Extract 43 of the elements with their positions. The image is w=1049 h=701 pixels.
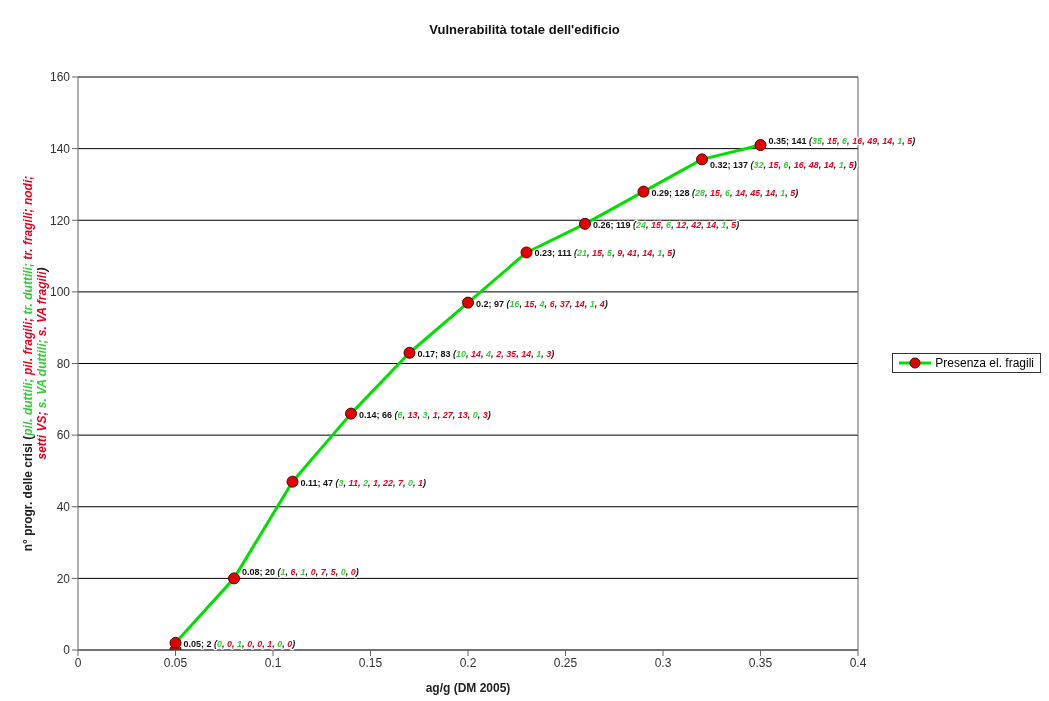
x-tick-label: 0.1: [264, 655, 282, 670]
chart-title: Vulnerabilità totale dell'edificio: [428, 22, 621, 37]
y-tick-label: 0: [63, 643, 71, 658]
text: 0.29; 128 (28, 15, 6, 14, 45, 14, 1, 5): [651, 187, 799, 198]
text: 0.32; 137 (32, 15, 6, 16, 48, 14, 1, 5): [710, 160, 857, 171]
y-tick-label: 20: [56, 571, 71, 586]
y-tick-label: 120: [49, 213, 71, 228]
y-tick-label: 100: [49, 285, 71, 300]
text: 0.08; 20 (1, 6, 1, 0, 7, 5, 0, 0): [242, 567, 359, 578]
point: [637, 185, 650, 198]
text: 0.14; 66 (6, 13, 3, 1, 27, 13, 0, 3): [359, 409, 491, 420]
y-tick-label: 40: [56, 500, 71, 515]
point: [169, 636, 182, 649]
point: [520, 246, 533, 259]
legend-label: Presenza el. fragili: [935, 356, 1034, 370]
point: [754, 139, 767, 152]
y-tick-label: 60: [56, 428, 71, 443]
y-tick-label: 80: [56, 356, 71, 371]
text: 0.17; 83 (10, 14, 4, 2, 35, 14, 1, 3): [417, 348, 555, 359]
text: 0.35; 141 (35, 15, 6, 16, 49, 14, 1, 5): [768, 136, 916, 147]
x-tick-label: 0.15: [358, 655, 383, 670]
x-tick-label: 0.4: [849, 655, 867, 670]
x-tick-label: 0.05: [163, 655, 188, 670]
point: [462, 296, 474, 309]
point: [579, 217, 591, 230]
y-tick-label: 140: [49, 141, 71, 156]
text: 0.11; 47 (3, 11, 2, 1, 22, 7, 0, 1): [300, 477, 427, 488]
text: 0.05; 2 (0, 0, 1, 0, 0, 1, 0, 0): [183, 638, 296, 649]
point: [403, 346, 416, 359]
x-tick-label: 0.25: [553, 655, 578, 670]
text: 0.23; 111 (21, 15, 5, 9, 41, 14, 1, 5): [534, 248, 676, 259]
x-tick-label: 0.35: [748, 655, 773, 670]
text: 0.26; 119 (24, 15, 6, 12, 42, 14, 1, 5): [593, 219, 740, 230]
x-tick-label: 0.3: [654, 655, 672, 670]
point: [696, 153, 708, 166]
y-tick-label: 160: [49, 70, 71, 85]
point: [286, 475, 299, 488]
x-tick-label: 0.2: [459, 655, 477, 670]
point: [345, 407, 357, 420]
point: [228, 572, 240, 585]
x-axis-title: ag/g (DM 2005): [425, 681, 511, 695]
x-tick-label: 0: [74, 655, 82, 670]
text: 0.2; 97 (16, 15, 4, 6, 37, 14, 1, 4): [476, 298, 608, 309]
